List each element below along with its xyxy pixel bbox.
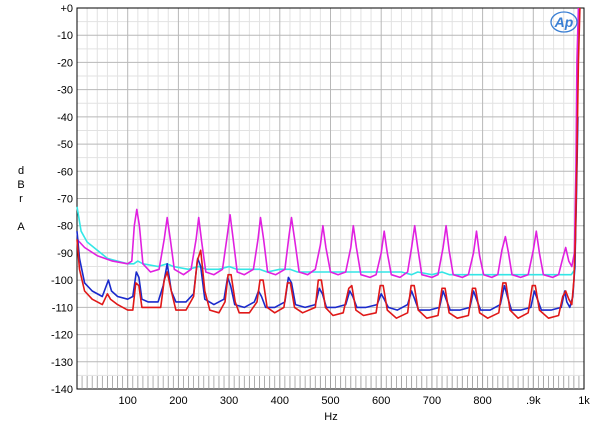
y-tick-label: -120 (51, 330, 73, 342)
y-axis-title-char: A (17, 221, 25, 233)
y-tick-label: +0 (60, 3, 73, 15)
x-tick-label: 200 (169, 395, 187, 407)
y-tick-label: -80 (57, 221, 73, 233)
y-tick-label: -20 (57, 57, 73, 69)
y-tick-labels: +0 -10 -20 -30 -40 -50 -60 -70 -80 -90 -100 -110 -12… (51, 3, 73, 396)
y-axis-title: dBr A (17, 165, 25, 233)
x-tick-label: 100 (119, 395, 137, 407)
y-tick-label: -100 (51, 275, 73, 287)
y-axis-title-char: r (19, 193, 23, 205)
series-line-2 (76, 7, 580, 279)
x-tick-label: 800 (473, 395, 491, 407)
series-line-4 (76, 7, 581, 319)
x-minor-ticks (81, 376, 580, 389)
x-tick-label: .9k (526, 395, 541, 407)
y-tick-label: -110 (52, 302, 73, 314)
x-tick-label: 700 (423, 395, 441, 407)
x-tick-label: 400 (271, 395, 289, 407)
y-tick-label: -50 (57, 139, 73, 151)
y-axis-title-char: d (18, 165, 24, 177)
x-axis-title: Hz (324, 411, 337, 423)
x-tick-label: 500 (321, 395, 339, 407)
y-tick-label: -40 (57, 112, 73, 124)
x-tick-label: 1k (578, 395, 590, 407)
x-tick-label: 300 (220, 395, 238, 407)
y-tick-label: -60 (57, 166, 73, 178)
x-tick-labels: 100 200 300 400 500 600 700 800 .9k 1k (119, 395, 591, 407)
y-tick-label: -70 (57, 194, 73, 206)
y-axis-title-char: B (17, 179, 24, 191)
ap-logo-text: Ap (554, 14, 574, 30)
series-layer (76, 7, 581, 319)
x-tick-label: 600 (372, 395, 390, 407)
y-tick-label: -140 (51, 384, 73, 396)
y-tick-label: -30 (57, 85, 73, 97)
y-tick-label: -90 (57, 248, 73, 260)
y-tick-label: -10 (57, 30, 73, 42)
y-tick-label: -130 (51, 357, 73, 369)
ap-logo: Ap (550, 11, 578, 33)
major-grid (77, 7, 585, 390)
